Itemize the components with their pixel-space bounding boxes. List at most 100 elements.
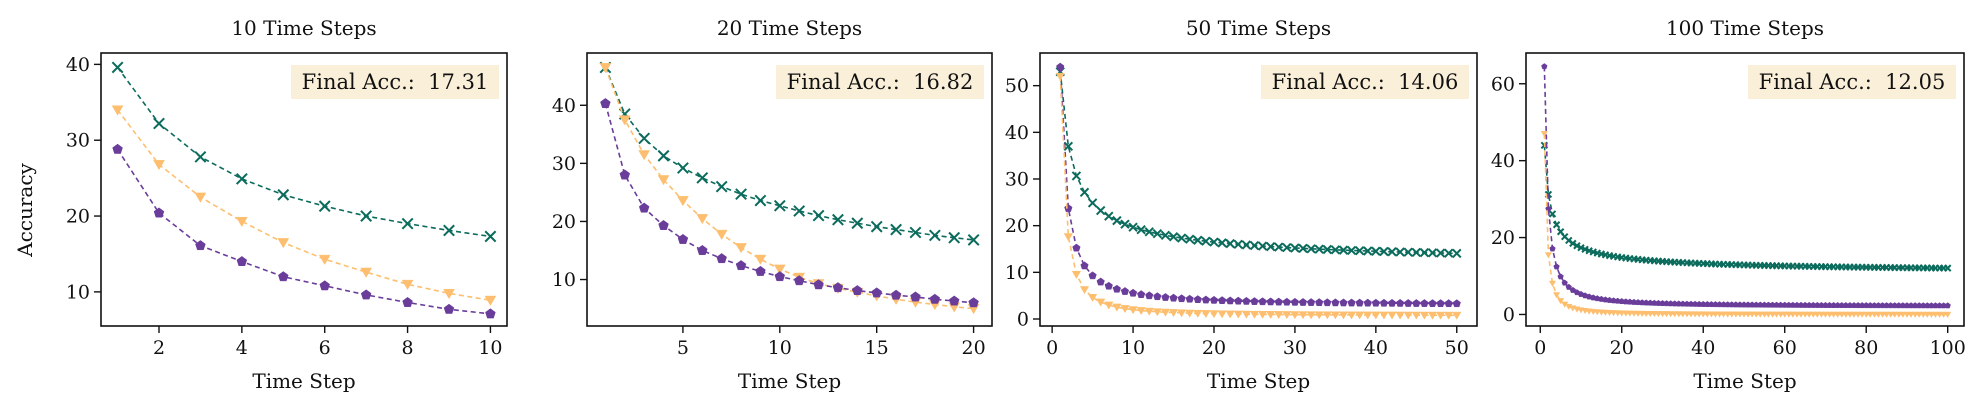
- data-point: [735, 243, 747, 254]
- data-point: [1225, 238, 1235, 249]
- data-point: [1330, 245, 1341, 255]
- data-point: [360, 267, 373, 278]
- data-point: [1071, 171, 1082, 181]
- data-point: [1419, 247, 1430, 258]
- data-point: [1561, 279, 1568, 286]
- data-point: [735, 260, 747, 271]
- data-point: [443, 224, 455, 237]
- data-point: [1553, 263, 1560, 270]
- data-point: [1355, 311, 1365, 320]
- data-point: [1298, 298, 1308, 306]
- data-point: [812, 209, 825, 222]
- x-tick-label: 4: [236, 337, 248, 359]
- data-point: [1395, 311, 1405, 320]
- y-tick-label: 40: [552, 95, 576, 117]
- data-point: [153, 117, 165, 130]
- data-point: [236, 256, 248, 266]
- y-tick-label: 40: [1005, 122, 1029, 144]
- data-point: [1452, 248, 1462, 259]
- plot-area: [599, 61, 980, 315]
- data-point: [715, 180, 728, 193]
- data-point: [1544, 252, 1552, 259]
- data-point: [1120, 287, 1130, 295]
- data-point: [1552, 292, 1561, 299]
- x-tick-label: 8: [402, 337, 414, 359]
- data-point: [1152, 308, 1162, 317]
- data-point: [1168, 309, 1179, 318]
- series-line-purple: [1059, 66, 1457, 305]
- data-point: [1136, 224, 1146, 235]
- x-tick-label: 20: [1202, 337, 1226, 359]
- data-point: [1128, 288, 1138, 297]
- x-tick-label: 20: [961, 337, 985, 359]
- data-point: [1265, 241, 1276, 252]
- data-point: [851, 217, 864, 230]
- data-point: [1250, 297, 1259, 305]
- data-point: [1217, 296, 1227, 305]
- data-point: [443, 288, 455, 300]
- data-point: [1266, 311, 1276, 319]
- data-point: [1371, 298, 1380, 307]
- data-point: [1144, 307, 1154, 316]
- data-point: [1209, 237, 1219, 247]
- data-point: [1185, 234, 1195, 244]
- x-tick-label: 40: [1691, 337, 1715, 359]
- data-point: [852, 285, 863, 296]
- data-point: [195, 240, 206, 251]
- data-point: [319, 280, 330, 291]
- y-tick-label: 40: [66, 54, 90, 76]
- data-point: [1055, 72, 1065, 81]
- y-tick-label: 20: [552, 211, 576, 233]
- data-point: [1569, 239, 1577, 248]
- series-line-teal: [116, 66, 491, 238]
- data-point: [677, 196, 689, 207]
- data-point: [1176, 309, 1187, 318]
- data-point: [1128, 222, 1138, 232]
- data-point: [1354, 246, 1365, 256]
- data-point: [1363, 298, 1372, 307]
- data-point: [658, 220, 669, 230]
- data-point: [1104, 211, 1114, 221]
- data-point: [1314, 244, 1324, 254]
- data-point: [484, 230, 497, 243]
- annotation-box: [776, 65, 984, 99]
- data-point: [754, 194, 767, 207]
- x-tick-label: 10: [478, 337, 502, 359]
- data-point: [1104, 281, 1113, 290]
- chart-title: 20 Time Steps: [717, 16, 862, 40]
- data-point: [1226, 296, 1235, 305]
- data-point: [1193, 295, 1202, 303]
- data-point: [1087, 294, 1098, 302]
- data-point: [638, 150, 651, 161]
- data-point: [1403, 247, 1413, 257]
- data-point: [1443, 248, 1454, 258]
- data-point: [1347, 298, 1356, 307]
- data-point: [1209, 310, 1219, 319]
- data-point: [1403, 311, 1413, 320]
- data-point: [1234, 296, 1243, 305]
- data-point: [1379, 311, 1389, 320]
- data-point: [1241, 240, 1252, 250]
- data-point: [1282, 242, 1292, 253]
- series-line-orange: [116, 109, 491, 302]
- data-point: [1080, 261, 1089, 270]
- data-point: [1258, 297, 1267, 306]
- data-point: [1548, 210, 1557, 218]
- data-point: [696, 171, 709, 184]
- data-point: [485, 308, 496, 319]
- data-point: [1249, 240, 1260, 251]
- data-point: [1072, 243, 1081, 252]
- data-point: [360, 210, 373, 222]
- data-point: [1274, 297, 1283, 306]
- data-point: [618, 115, 631, 126]
- chart-panel-3: 50 Time Steps 0 10 20 30 40 50 0 10 20 30 40 50 Time …: [1005, 16, 1478, 393]
- data-point: [1363, 311, 1373, 320]
- data-point: [1079, 286, 1090, 295]
- data-point: [1233, 239, 1243, 250]
- data-point: [235, 216, 248, 228]
- data-point: [1346, 311, 1357, 320]
- data-point: [1185, 309, 1195, 318]
- data-point: [1217, 310, 1227, 319]
- data-point: [890, 289, 902, 300]
